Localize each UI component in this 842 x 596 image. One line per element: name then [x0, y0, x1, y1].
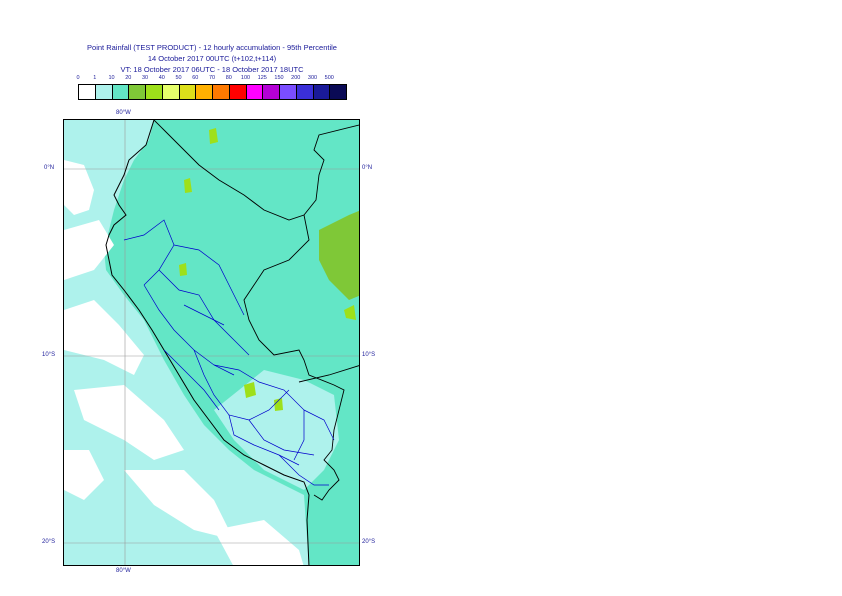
legend-swatch	[128, 84, 146, 100]
legend-label: 125	[257, 75, 267, 81]
legend-swatch	[195, 84, 213, 100]
legend-label: 0	[76, 75, 80, 81]
legend-label: 200	[291, 75, 301, 81]
title-line-3: VT: 18 October 2017 06UTC - 18 October 2…	[120, 65, 304, 74]
heavy-rain-patch	[244, 382, 256, 398]
legend-label: 500	[324, 75, 334, 81]
legend-swatch	[145, 84, 163, 100]
dry-patch	[64, 160, 94, 215]
region-boundaries	[123, 219, 335, 486]
legend-swatch	[279, 84, 297, 100]
rainfall-map	[63, 119, 360, 566]
legend-swatch	[228, 84, 247, 100]
legend-swatch	[295, 84, 314, 100]
country-border	[298, 365, 359, 383]
dry-patch	[64, 450, 104, 500]
lat-label-right-2: 20°S	[362, 539, 376, 545]
legend-swatch	[78, 84, 96, 100]
lon-label-bottom: 80°W	[116, 568, 131, 574]
dry-patch	[214, 520, 304, 565]
legend-swatch	[94, 84, 113, 100]
heavy-rain-patch	[319, 210, 359, 300]
legend-label: 40	[158, 75, 165, 81]
legend-label: 20	[125, 75, 132, 81]
map-canvas	[64, 120, 359, 565]
legend-label: 30	[141, 75, 149, 81]
title-line-2: 14 October 2017 00UTC (t+102,t+114)	[147, 54, 277, 63]
legend-swatch	[312, 84, 331, 100]
legend-swatch	[212, 84, 230, 100]
heavy-rain-patch	[209, 128, 218, 144]
light-land-region	[214, 370, 339, 490]
legend-swatch	[161, 84, 180, 100]
legend-label: 70	[208, 75, 216, 81]
heavy-rain-patch	[179, 263, 187, 276]
dry-patch	[74, 385, 184, 460]
legend-label: 300	[307, 75, 318, 81]
heavy-rain-patch	[344, 305, 356, 320]
lat-label-left-0: 0°N	[44, 165, 55, 171]
coastline	[105, 120, 310, 565]
legend-swatch	[111, 84, 130, 100]
legend-label: 80	[225, 75, 232, 81]
legend-swatch	[262, 84, 280, 100]
title-line-1: Point Rainfall (TEST PRODUCT) - 12 hourl…	[87, 43, 337, 52]
legend-label: 50	[175, 75, 182, 81]
legend-label: 100	[240, 75, 251, 81]
lat-label-left-1: 10°S	[42, 352, 56, 358]
legend-swatch	[245, 84, 264, 100]
country-border	[153, 120, 359, 221]
lat-label-right-1: 10°S	[362, 352, 376, 358]
legend-label: 150	[274, 75, 284, 81]
heavy-rain-patch	[274, 398, 283, 411]
legend-label: 60	[192, 75, 199, 81]
legend-label: 1	[93, 75, 97, 81]
lon-label-top: 80°W	[116, 110, 131, 116]
lat-label-right-0: 0°N	[362, 165, 373, 171]
lat-label-left-2: 20°S	[42, 539, 56, 545]
heavy-rain-patch	[184, 178, 192, 193]
dry-patch	[124, 470, 234, 540]
dry-patch	[64, 220, 114, 280]
legend-swatch	[329, 84, 347, 100]
country-border	[243, 214, 345, 501]
legend-swatch	[178, 84, 197, 100]
legend-label: 10	[108, 75, 115, 81]
